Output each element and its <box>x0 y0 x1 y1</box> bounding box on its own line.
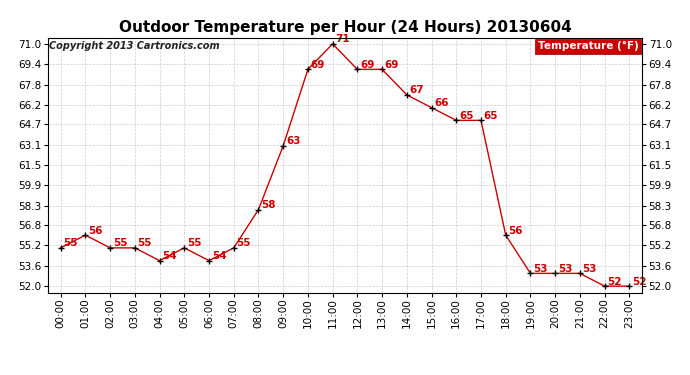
Text: Temperature (°F): Temperature (°F) <box>538 41 639 51</box>
Text: 55: 55 <box>113 238 128 249</box>
Text: 67: 67 <box>410 86 424 96</box>
Text: 69: 69 <box>360 60 375 70</box>
Text: 54: 54 <box>162 251 177 261</box>
Text: 66: 66 <box>434 98 448 108</box>
Text: 71: 71 <box>335 34 350 45</box>
Text: 56: 56 <box>509 226 523 236</box>
Title: Outdoor Temperature per Hour (24 Hours) 20130604: Outdoor Temperature per Hour (24 Hours) … <box>119 20 571 35</box>
Text: 65: 65 <box>459 111 473 121</box>
Text: 55: 55 <box>63 238 78 249</box>
Text: 58: 58 <box>262 200 276 210</box>
Text: 69: 69 <box>310 60 325 70</box>
Text: 53: 53 <box>558 264 573 274</box>
Text: 69: 69 <box>385 60 400 70</box>
Text: 55: 55 <box>137 238 152 249</box>
Text: 52: 52 <box>632 277 647 287</box>
Text: 63: 63 <box>286 136 300 147</box>
Text: 54: 54 <box>212 251 226 261</box>
Text: 65: 65 <box>484 111 498 121</box>
Text: 55: 55 <box>237 238 251 249</box>
Text: 53: 53 <box>582 264 597 274</box>
Text: 55: 55 <box>187 238 201 249</box>
Text: 53: 53 <box>533 264 548 274</box>
Text: 56: 56 <box>88 226 103 236</box>
Text: 52: 52 <box>607 277 622 287</box>
Text: Copyright 2013 Cartronics.com: Copyright 2013 Cartronics.com <box>50 41 220 51</box>
